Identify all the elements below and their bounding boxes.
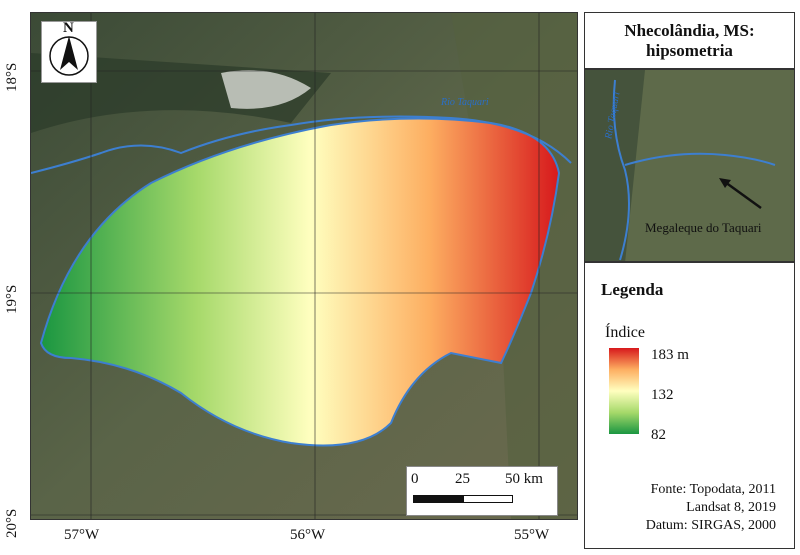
north-label: N — [63, 20, 74, 36]
north-arrow: N — [41, 20, 97, 83]
legend-max: 183 m — [651, 347, 689, 363]
scale-label-25: 25 — [455, 471, 470, 487]
inset-map: Rio Taquari Megaleque do Taquari — [584, 69, 795, 262]
inset-canvas — [585, 70, 794, 261]
map-frame: Rio Taquari N 0 25 50 km — [30, 12, 578, 520]
scale-segment-light — [463, 495, 513, 503]
lon-label-56: 56°W — [290, 527, 326, 543]
source-line-1: Fonte: Topodata, 2011 — [650, 482, 776, 497]
scale-segment-dark — [413, 495, 463, 503]
lon-label-57: 57°W — [64, 527, 100, 543]
legend-subtitle: Índice — [605, 324, 645, 341]
inset-annotation: Megaleque do Taquari — [645, 220, 762, 235]
source-line-2: Landsat 8, 2019 — [686, 500, 776, 515]
map-river-label: Rio Taquari — [441, 97, 489, 108]
cloud-patch — [221, 70, 311, 109]
river-taquari — [31, 115, 572, 174]
map-canvas — [31, 13, 577, 519]
inset-arrow — [724, 180, 762, 210]
north-arrow-icon — [49, 36, 89, 76]
lat-label-19: 19°S — [4, 284, 20, 314]
legend-min: 82 — [651, 427, 666, 443]
scale-label-0: 0 — [411, 471, 419, 487]
map-title: Nhecolândia, MS: hipsometria — [624, 21, 755, 60]
scale-bar: 0 25 50 km — [406, 466, 558, 516]
lat-label-20: 20°S — [4, 508, 20, 538]
lon-label-55: 55°W — [514, 527, 550, 543]
color-ramp — [609, 348, 639, 434]
lat-label-18: 18°S — [4, 62, 20, 92]
legend-title: Legenda — [601, 280, 664, 299]
source-line-3: Datum: SIRGAS, 2000 — [645, 518, 776, 533]
scale-label-50: 50 km — [505, 471, 543, 487]
title-panel: Nhecolândia, MS: hipsometria — [584, 12, 795, 69]
legend-panel: Legenda Índice 183 m 132 82 Fonte: Topod… — [584, 262, 795, 549]
legend-mid: 132 — [651, 387, 674, 403]
